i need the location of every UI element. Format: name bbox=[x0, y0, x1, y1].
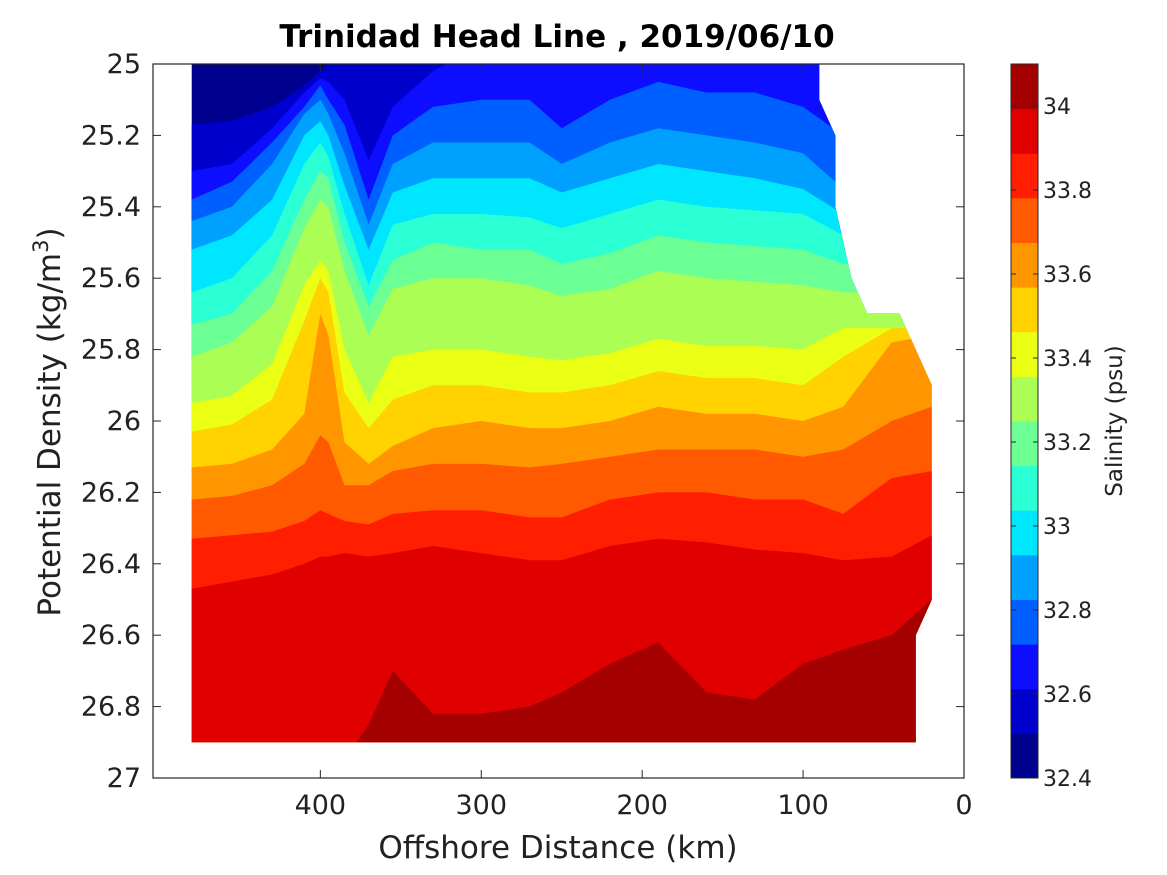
colorbar-label: Salinity (psu) bbox=[1102, 345, 1128, 497]
y-axis-label: Potential Density (kg/m3) bbox=[29, 227, 68, 616]
colorbar-swatch bbox=[1011, 287, 1038, 333]
x-tick-label: 400 bbox=[295, 790, 347, 821]
y-axis-label-prefix: Potential Density (kg/m bbox=[32, 253, 68, 617]
colorbar-tick-label: 34 bbox=[1043, 95, 1071, 120]
colorbar-tick-label: 33.4 bbox=[1043, 347, 1092, 372]
y-tick-label: 26.2 bbox=[81, 477, 141, 508]
x-tick-label: 0 bbox=[955, 790, 972, 821]
colorbar-swatch bbox=[1011, 733, 1038, 779]
colorbar-swatch bbox=[1011, 510, 1038, 556]
colorbar-swatch bbox=[1011, 108, 1038, 154]
x-tick-label: 200 bbox=[616, 790, 668, 821]
colorbar-tick-label: 33.2 bbox=[1043, 431, 1092, 456]
colorbar-swatch bbox=[1011, 64, 1038, 110]
colorbar-swatch bbox=[1011, 376, 1038, 422]
x-tick-label: 300 bbox=[455, 790, 507, 821]
y-tick-label: 25.8 bbox=[81, 335, 141, 366]
y-tick-label: 25 bbox=[107, 49, 141, 80]
colorbar-swatch bbox=[1011, 421, 1038, 467]
chart-title: Trinidad Head Line , 2019/06/10 bbox=[279, 19, 834, 55]
y-axis-label-sup: 3 bbox=[29, 239, 53, 252]
colorbar-tick-label: 33.6 bbox=[1043, 263, 1092, 288]
colorbar: 32.4 32.6 32.8 33 33.2 33.4 33.6 33.8 34 bbox=[1010, 63, 1092, 792]
x-axis-label: Offshore Distance (km) bbox=[378, 830, 737, 866]
colorbar-swatch bbox=[1011, 554, 1038, 600]
y-tick-label: 27 bbox=[107, 763, 141, 794]
y-tick-label: 26.6 bbox=[81, 620, 141, 651]
y-axis-label-suffix: ) bbox=[32, 227, 68, 239]
colorbar-tick-label: 32.6 bbox=[1043, 683, 1092, 708]
colorbar-swatch bbox=[1011, 688, 1038, 734]
y-tick-label: 25.2 bbox=[81, 120, 141, 151]
colorbar-swatch bbox=[1011, 153, 1038, 199]
x-axis: 400 300 200 100 0 bbox=[295, 64, 973, 821]
colorbar-swatch bbox=[1011, 197, 1038, 243]
contour-bands bbox=[191, 64, 932, 743]
colorbar-tick-label: 32.8 bbox=[1043, 599, 1092, 624]
colorbar-swatch bbox=[1011, 644, 1038, 690]
y-tick-label: 25.4 bbox=[81, 192, 141, 223]
y-tick-label: 25.6 bbox=[81, 263, 141, 294]
colorbar-frame bbox=[1010, 63, 1039, 779]
colorbar-swatch bbox=[1011, 465, 1038, 511]
x-tick-label: 100 bbox=[777, 790, 829, 821]
colorbar-tick-label: 33.8 bbox=[1043, 179, 1092, 204]
colorbar-swatch bbox=[1011, 331, 1038, 377]
plot-area: 400 300 200 100 0 25 25.2 25.4 25.6 25.8 26 26.2 26… bbox=[81, 49, 973, 821]
colorbar-swatch bbox=[1011, 599, 1038, 645]
colorbar-tick-label: 32.4 bbox=[1043, 767, 1092, 792]
colorbar-tick-label: 33 bbox=[1043, 515, 1071, 540]
y-tick-label: 26.8 bbox=[81, 692, 141, 723]
y-tick-label: 26 bbox=[107, 406, 141, 437]
colorbar-swatch bbox=[1011, 242, 1038, 288]
y-tick-label: 26.4 bbox=[81, 549, 141, 580]
contour-band bbox=[191, 599, 932, 743]
y-axis: 25 25.2 25.4 25.6 25.8 26 26.2 26.4 26.6 26.8 27 bbox=[81, 49, 964, 794]
